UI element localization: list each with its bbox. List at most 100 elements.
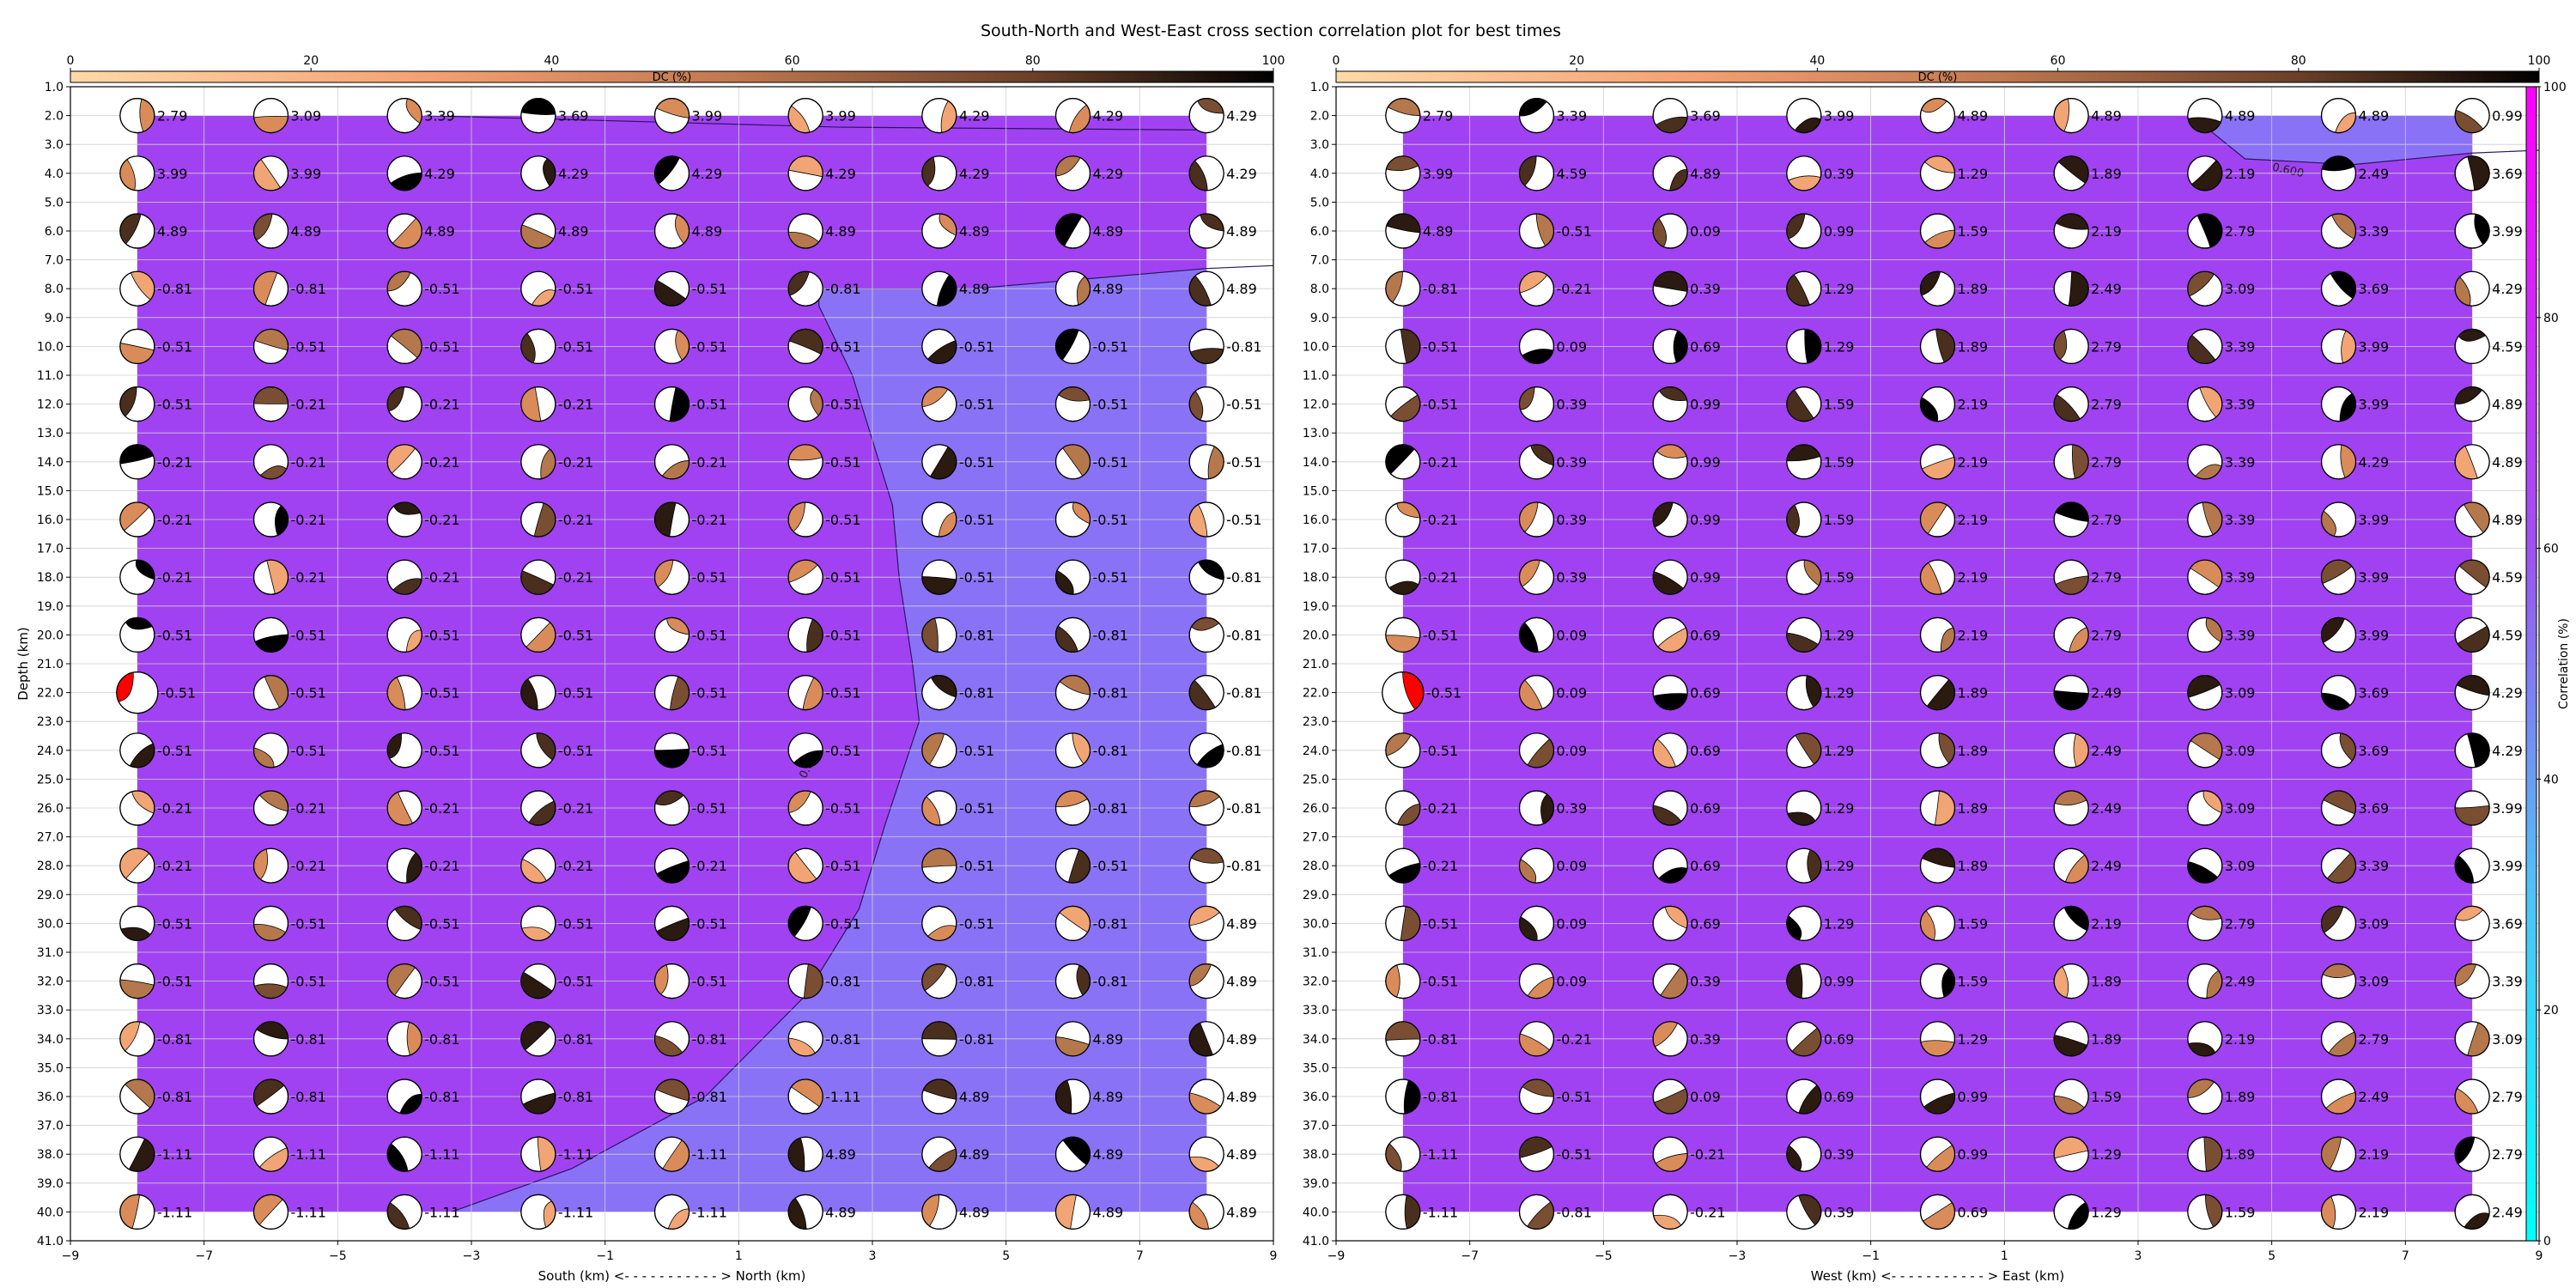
time-label: 2.49 — [2359, 166, 2390, 182]
beachball — [1786, 963, 1822, 999]
beachball — [2187, 328, 2223, 364]
beachball — [1385, 1136, 1421, 1172]
time-label: 3.39 — [424, 108, 455, 125]
time-label: -0.51 — [959, 454, 994, 471]
beachball — [787, 1021, 823, 1057]
beachball — [520, 1194, 556, 1230]
time-label: 0.69 — [1958, 1204, 1989, 1220]
time-label: -0.51 — [424, 685, 459, 702]
beachball — [1054, 328, 1091, 364]
time-label: 2.49 — [2091, 685, 2122, 702]
time-label: 4.89 — [2492, 512, 2523, 528]
time-label: -0.51 — [1093, 858, 1128, 874]
y-tick-label: 19.0 — [37, 600, 64, 614]
beachball — [1518, 617, 1555, 653]
time-label: -0.81 — [1093, 743, 1128, 759]
y-tick-label: 24.0 — [1303, 744, 1329, 758]
beachball — [653, 98, 690, 134]
beachball — [1919, 848, 1956, 884]
time-label: 1.89 — [2225, 1146, 2256, 1163]
beachball — [1385, 444, 1421, 480]
beachball — [2320, 386, 2357, 422]
beachball — [119, 905, 155, 942]
beachball — [2053, 732, 2089, 769]
time-label: -0.51 — [825, 512, 860, 528]
time-label: -0.81 — [1093, 915, 1128, 932]
beachball — [1188, 905, 1224, 942]
time-label: 4.89 — [959, 1089, 990, 1105]
y-tick-label: 34.0 — [1303, 1033, 1329, 1047]
beachball — [119, 501, 155, 538]
beachball — [520, 790, 556, 826]
time-label: 2.49 — [2225, 974, 2256, 990]
figure-title: South-North and West-East cross section … — [981, 21, 1561, 40]
beachball — [386, 617, 422, 653]
beachball — [921, 963, 957, 999]
y-tick-label: 17.0 — [37, 543, 64, 556]
time-label: -0.51 — [157, 974, 192, 990]
beachball — [1188, 674, 1224, 711]
time-label: -0.21 — [424, 512, 459, 528]
time-label: 1.89 — [1958, 743, 1989, 759]
beachball — [1054, 1194, 1091, 1230]
time-label: 3.39 — [2225, 397, 2256, 413]
time-label: -0.51 — [291, 915, 326, 932]
beachball — [1786, 732, 1822, 769]
time-label: -0.81 — [959, 685, 994, 702]
beachball — [2454, 155, 2490, 191]
time-label: 4.29 — [2359, 454, 2390, 471]
time-label: 3.99 — [2492, 800, 2523, 817]
y-tick-label: 32.0 — [37, 975, 64, 989]
y-tick-label: 18.0 — [1303, 571, 1329, 585]
beachball — [1054, 963, 1091, 999]
beachball — [119, 848, 155, 884]
time-label: -0.81 — [825, 1031, 860, 1048]
y-tick-label: 14.0 — [37, 456, 64, 470]
y-tick-label: 37.0 — [1303, 1120, 1329, 1133]
y-tick-label: 16.0 — [37, 513, 64, 527]
beachball — [921, 386, 957, 422]
time-label: 2.79 — [2091, 627, 2122, 643]
beachball — [1382, 671, 1425, 714]
beachball — [386, 905, 422, 942]
y-tick-label: 34.0 — [37, 1033, 64, 1047]
beachball — [386, 155, 422, 191]
time-label: 4.29 — [558, 166, 589, 182]
beachball — [1054, 674, 1091, 711]
time-label: 2.19 — [1958, 397, 1989, 413]
dc-colorbar-tick-label: 100 — [1262, 54, 1285, 68]
beachball — [921, 848, 957, 884]
time-label: 2.19 — [2225, 1031, 2256, 1048]
y-tick-label: 31.0 — [1303, 946, 1329, 960]
beachball — [1518, 905, 1555, 942]
time-label: 1.59 — [1824, 569, 1855, 586]
time-label: 0.39 — [1690, 281, 1721, 297]
beachball — [386, 270, 422, 307]
time-label: -1.11 — [558, 1146, 593, 1163]
time-label: 0.99 — [1690, 569, 1721, 586]
beachball — [386, 559, 422, 595]
time-label: -0.51 — [959, 800, 994, 817]
time-label: -0.21 — [1557, 281, 1592, 297]
beachball — [1054, 213, 1091, 249]
time-label: 0.39 — [1557, 800, 1588, 817]
beachball — [2454, 790, 2490, 826]
x-tick-label: 1 — [2001, 1249, 2008, 1263]
beachball — [1518, 674, 1555, 711]
time-label: -1.11 — [1423, 1146, 1458, 1163]
beachball — [1385, 270, 1421, 307]
time-label: 1.89 — [2091, 1031, 2122, 1048]
time-label: -0.51 — [692, 915, 727, 932]
beachball — [1919, 98, 1956, 134]
time-label: -0.51 — [1226, 397, 1261, 413]
time-label: 0.69 — [1690, 685, 1721, 702]
time-label: -0.81 — [1226, 569, 1261, 586]
beachball — [252, 617, 289, 653]
time-label: -0.81 — [1093, 685, 1128, 702]
beachball — [1786, 1136, 1822, 1172]
time-label: -0.21 — [1423, 512, 1458, 528]
time-label: 3.39 — [2225, 627, 2256, 643]
time-label: 1.29 — [2091, 1146, 2122, 1163]
time-label: -1.11 — [291, 1204, 326, 1220]
time-label: 3.99 — [291, 166, 322, 182]
